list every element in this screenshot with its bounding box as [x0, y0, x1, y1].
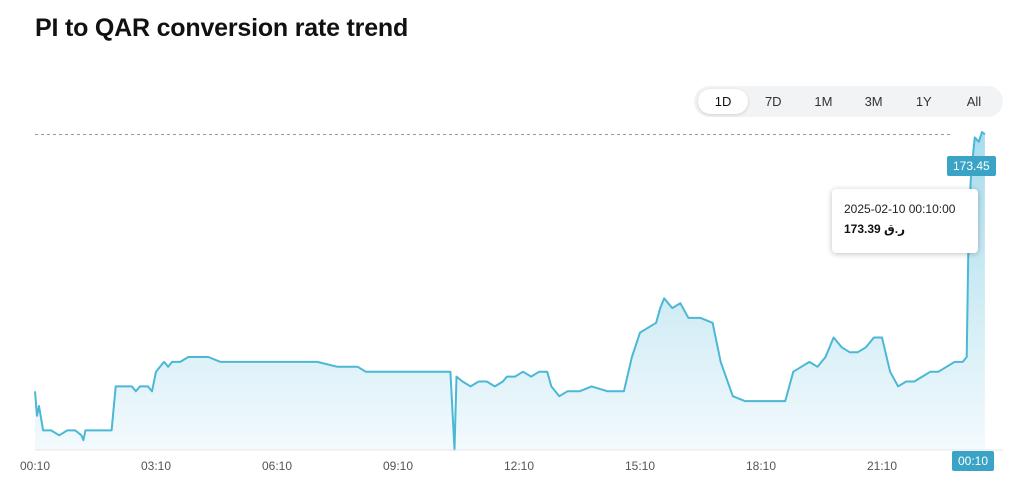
price-area-fill: [35, 132, 985, 450]
x-tick-label: 03:10: [141, 459, 171, 473]
range-tab-3m[interactable]: 3M: [864, 94, 883, 109]
x-tick-label: 06:10: [262, 459, 292, 473]
tooltip-currency: ر.ق: [884, 222, 906, 236]
range-tab-1m[interactable]: 1M: [814, 94, 833, 109]
range-tab-1y[interactable]: 1Y: [915, 94, 932, 109]
price-tooltip: 2025-02-10 00:10:00 ر.ق 173.39: [832, 189, 978, 253]
current-price-badge: 173.45: [947, 156, 996, 176]
tooltip-value: 173.39: [844, 222, 881, 236]
tooltip-value-row: ر.ق 173.39: [844, 222, 966, 236]
range-tab-7d[interactable]: 7D: [764, 94, 782, 109]
price-line: [34, 131, 986, 451]
x-tick-label: 00:10: [20, 459, 50, 473]
tooltip-date: 2025-02-10 00:10:00: [844, 202, 956, 216]
time-range-selector: 1D 7D 1M 3M 1Y All: [694, 86, 1003, 117]
x-tick-label: 15:10: [625, 459, 655, 473]
x-tick-label: 21:10: [867, 459, 897, 473]
x-tick-label: 12:10: [504, 459, 534, 473]
x-tick-label: 09:10: [383, 459, 413, 473]
range-tab-1d[interactable]: 1D: [698, 89, 749, 114]
range-tab-all[interactable]: All: [966, 94, 982, 109]
current-time-badge: 00:10: [952, 451, 995, 471]
x-tick-label: 18:10: [746, 459, 776, 473]
chart-title: PI to QAR conversion rate trend: [35, 14, 409, 42]
